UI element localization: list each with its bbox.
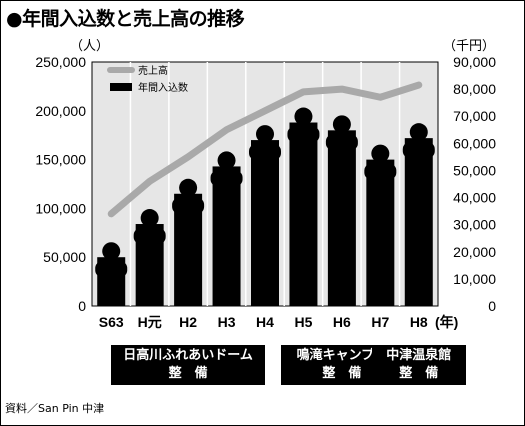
bar-body: [251, 140, 279, 306]
bar-H2: [172, 178, 205, 306]
bar-body: [289, 122, 318, 307]
bar-head: [179, 178, 198, 197]
right-tick-label: 80,000: [453, 81, 496, 97]
bar-body: [212, 166, 241, 306]
right-tick-label: 70,000: [453, 108, 496, 124]
x-tick-label: H8: [410, 314, 428, 330]
right-tick-label: 0: [488, 298, 496, 314]
bar-body: [404, 138, 433, 306]
x-axis: S63 H元 H2 H3 H4 H5 H6 H7 H8: [99, 314, 428, 330]
x-tick-label: H5: [294, 314, 312, 330]
annotation-line: 中津温泉館: [386, 348, 452, 363]
right-tick-label: 20,000: [453, 244, 496, 260]
bar-head: [332, 115, 351, 134]
legend-swatch-bar: [110, 83, 132, 91]
x-tick-label: H3: [218, 314, 236, 330]
left-axis-unit: （人）: [70, 39, 109, 54]
x-tick-label: S63: [99, 314, 124, 330]
left-tick-label: 250,000: [35, 54, 86, 70]
grid-lines: [129, 62, 401, 306]
bar-S63: [95, 242, 128, 306]
sales-line: [107, 81, 423, 218]
bar-shoulders: [95, 261, 128, 278]
bar-shoulders: [133, 228, 166, 245]
bar-H6: [325, 115, 358, 306]
x-tick-label: H7: [371, 314, 389, 330]
bar-shoulders: [287, 126, 320, 143]
chart-title: ●年間入込数と売上高の推移: [6, 8, 245, 30]
bar-H3: [210, 151, 243, 306]
bar-H元: [133, 209, 166, 306]
bar-head: [294, 107, 313, 126]
x-tick-label: H6: [333, 314, 351, 330]
bar-series: [95, 107, 435, 307]
legend-label-bar: 年間入込数: [138, 81, 188, 94]
bar-H7: [364, 144, 397, 306]
x-tick-label: H元: [138, 314, 162, 330]
bar-head: [371, 144, 390, 163]
x-tick-label: H2: [179, 314, 197, 330]
bar-shoulders: [249, 144, 281, 161]
right-axis: 90,000 80,000 70,000 60,000 50,000 40,000 30,0…: [453, 54, 496, 314]
bar-head: [409, 123, 428, 142]
right-tick-label: 90,000: [453, 54, 496, 70]
bar-H5: [287, 107, 320, 307]
bar-H4: [249, 125, 281, 306]
bar-shoulders: [402, 142, 435, 159]
right-tick-label: 40,000: [453, 190, 496, 206]
bar-head: [256, 125, 274, 144]
legend-label-line: 売上高: [138, 64, 168, 77]
legend: 売上高 年間入込数: [107, 64, 188, 94]
right-tick-label: 50,000: [453, 162, 496, 178]
bar-shoulders: [364, 163, 397, 180]
left-tick-label: 50,000: [43, 249, 86, 265]
annotation-line: 整 備: [168, 366, 208, 381]
left-tick-label: 200,000: [35, 103, 86, 119]
bar-shoulders: [210, 170, 243, 187]
left-tick-label: 0: [78, 298, 86, 314]
bar-shoulders: [172, 197, 205, 214]
annotation-line: 整 備: [322, 366, 362, 381]
annotation-line: 日高川ふれあいドーム: [123, 348, 253, 363]
bar-body: [366, 159, 395, 306]
right-tick-label: 30,000: [453, 217, 496, 233]
source-note: 資料／San Pin 中津: [5, 402, 105, 415]
bar-shoulders: [325, 134, 358, 151]
x-tick-label: H4: [256, 314, 274, 330]
left-tick-label: 150,000: [35, 152, 86, 168]
right-tick-label: 60,000: [453, 135, 496, 151]
annotation-line: 整 備: [399, 366, 439, 381]
x-axis-unit: (年): [435, 314, 458, 330]
annotation-box: 日高川ふれあいドーム整 備: [111, 345, 266, 385]
bar-head: [102, 242, 121, 261]
bar-head: [140, 209, 159, 228]
bar-H8: [402, 123, 435, 306]
annotation-line: 鳴滝キャンプ場: [296, 348, 388, 363]
left-axis: 250,000 200,000 150,000 100,000 50,000 0: [35, 54, 86, 314]
bar-body: [327, 130, 356, 306]
left-tick-label: 100,000: [35, 200, 86, 216]
annotation-box: 中津温泉館整 備: [371, 345, 466, 385]
right-tick-label: 10,000: [453, 271, 496, 287]
bar-head: [217, 151, 236, 170]
right-axis-unit: （千円）: [443, 39, 495, 54]
